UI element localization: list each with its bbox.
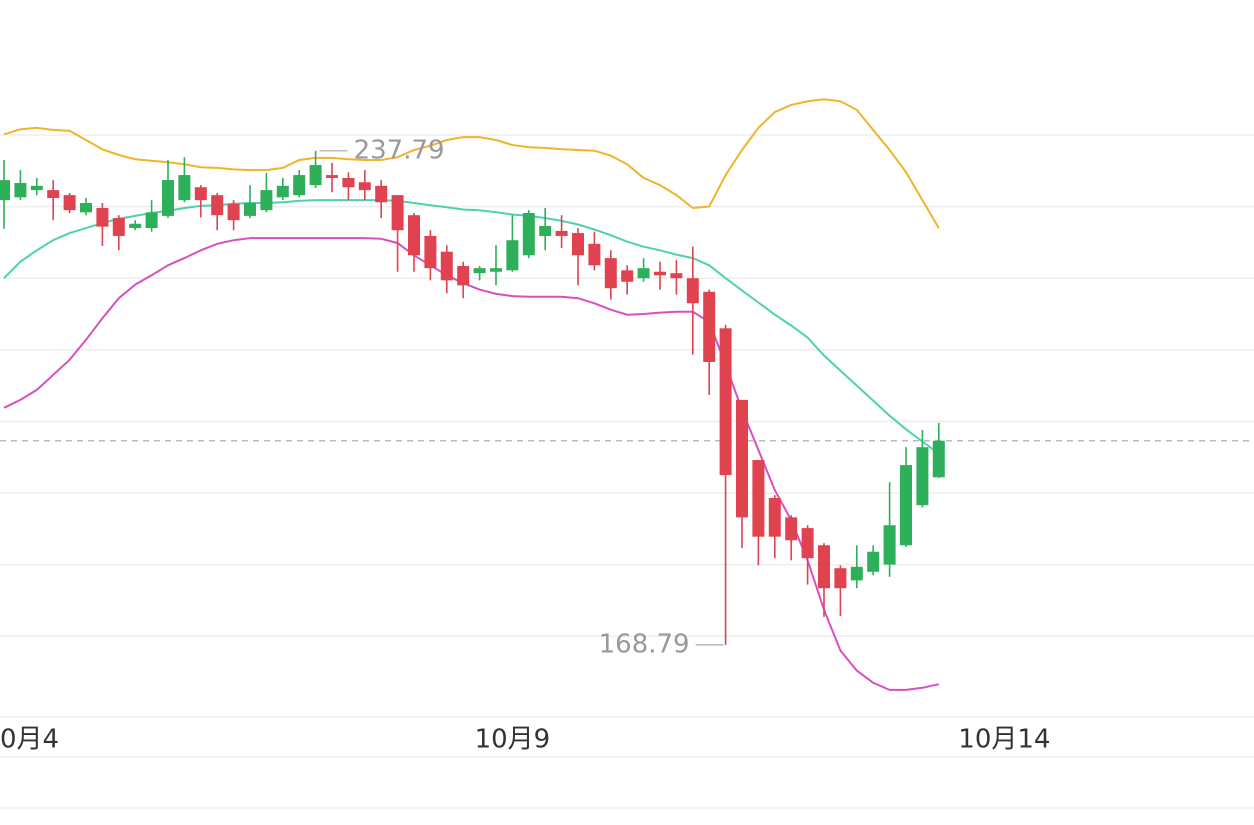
candle-body	[653, 271, 666, 276]
candle-body	[473, 268, 486, 274]
band-line	[3, 237, 940, 691]
candle-body	[424, 235, 437, 269]
candle-body	[686, 278, 699, 304]
candle-body	[621, 270, 634, 282]
candle-body	[211, 195, 224, 216]
candle-body	[834, 568, 847, 589]
candle-body	[588, 243, 601, 266]
max-label: 237.79	[354, 135, 445, 165]
candle-body	[260, 190, 273, 211]
candle-body	[867, 551, 880, 572]
candle-body	[375, 185, 388, 203]
candle-body	[571, 233, 584, 256]
band-line	[3, 98, 940, 229]
candle-body	[162, 180, 175, 216]
candle-body	[47, 190, 60, 198]
candle-body	[883, 525, 896, 565]
candle-body	[309, 165, 322, 186]
x-tick-label: 10月14	[958, 725, 1050, 755]
candle-body	[735, 399, 748, 518]
candle-body	[457, 266, 470, 286]
candle-body	[145, 212, 158, 229]
candle-body	[506, 240, 519, 271]
candle-body	[539, 225, 552, 236]
candle-body	[785, 517, 798, 541]
candle-body	[899, 465, 912, 546]
candle-body	[293, 175, 306, 196]
candle-body	[112, 218, 125, 236]
candle-body	[342, 177, 355, 188]
band-line	[3, 199, 940, 455]
candle-body	[63, 195, 76, 211]
candle-body	[637, 268, 650, 279]
candle-body	[358, 182, 371, 191]
candle-body	[719, 328, 732, 476]
candle-body	[555, 230, 568, 236]
candle-body	[0, 180, 11, 201]
candle-body	[670, 273, 683, 279]
candle-body	[325, 175, 338, 178]
min-label: 168.79	[599, 629, 690, 659]
candle-body	[522, 213, 535, 256]
candle-body	[227, 203, 240, 221]
candle-body	[604, 258, 617, 289]
candle-body	[276, 185, 289, 198]
candle-body	[14, 182, 27, 198]
x-tick-label: 10月9	[475, 725, 551, 755]
candle-body	[703, 291, 716, 362]
candle-body	[96, 208, 109, 227]
candle-body	[80, 203, 93, 213]
candle-body	[768, 498, 781, 537]
candle-body	[178, 175, 191, 201]
candle-body	[407, 215, 420, 256]
candle-body	[440, 251, 453, 281]
candle-body	[129, 223, 142, 229]
candle-body	[801, 528, 814, 559]
candle-body	[932, 440, 945, 478]
candle-body	[30, 185, 43, 191]
candle-body	[194, 187, 207, 201]
candle-body	[391, 195, 404, 231]
candle-body	[243, 203, 256, 216]
candle-body	[752, 460, 765, 537]
candle-body	[489, 268, 502, 272]
candle-body	[850, 566, 863, 581]
candle-body	[916, 447, 929, 506]
x-tick-label: 0月4	[0, 725, 59, 755]
candle-body	[817, 545, 830, 589]
